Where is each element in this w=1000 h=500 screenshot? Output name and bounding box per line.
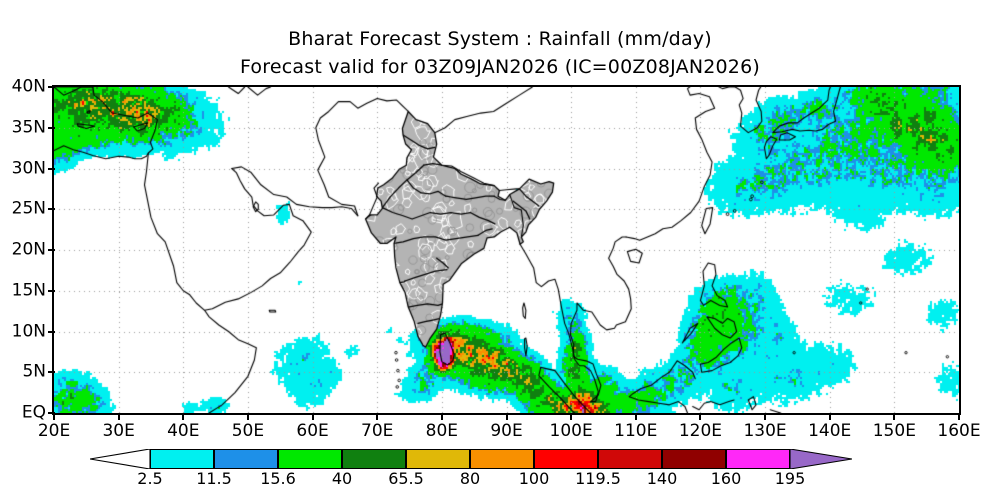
colorbar-under-cap	[89, 448, 151, 470]
colorbar-tick-label: 119.5	[575, 469, 621, 488]
y-axis-tick-label: 5N	[22, 361, 46, 382]
colorbar-segment	[214, 449, 278, 469]
colorbar-segment	[278, 449, 342, 469]
x-axis-tick-label: 20E	[37, 421, 71, 441]
y-axis-tick-label: 15N	[11, 280, 46, 301]
rainfall-raster	[54, 87, 959, 413]
x-axis-tick-label: 130E	[743, 421, 787, 441]
x-axis-tick-label: 70E	[361, 421, 394, 441]
rainfall-map	[52, 85, 961, 415]
colorbar-segment	[150, 449, 214, 469]
rainfall-colorbar: 2.5 11.5 15.6 40 65.5 80 100 119.5 140 160 195	[89, 448, 853, 487]
page-subtitle: Forecast valid for 03Z09JAN2026 (IC=00Z0…	[239, 56, 760, 78]
colorbar-tick-label: 11.5	[196, 469, 232, 488]
x-axis-tick-label: 50E	[231, 421, 265, 441]
colorbar-tick-label: 40	[331, 469, 353, 488]
colorbar-over-cap	[789, 448, 853, 470]
y-axis-tick-label: 35N	[11, 117, 46, 138]
x-axis-tick-label: 150E	[872, 421, 916, 441]
colorbar-tick-label: 160	[710, 469, 742, 488]
y-axis-tick-label: 30N	[11, 158, 46, 178]
colorbar-segment	[726, 449, 790, 469]
y-axis-tick-label: 10N	[11, 321, 46, 341]
x-axis-tick-label: 120E	[678, 421, 723, 441]
x-axis-tick-label: 40E	[167, 421, 200, 441]
colorbar-tick-label: 80	[459, 469, 481, 488]
colorbar-segment	[534, 449, 598, 469]
colorbar-tick-label: 100	[518, 469, 550, 488]
colorbar-tick-label: 140	[646, 469, 678, 488]
colorbar-segment	[406, 449, 470, 469]
colorbar-tick-label: 2.5	[137, 469, 163, 488]
x-axis-tick-label: 160E	[937, 421, 981, 441]
y-axis-tick-label: 20N	[11, 239, 46, 260]
colorbar-tick-label: 195	[774, 469, 806, 488]
colorbar-segment	[662, 449, 726, 469]
x-axis-tick-label: 30E	[102, 421, 135, 441]
colorbar-segment	[598, 449, 662, 469]
colorbar-tick-label: 65.5	[388, 469, 424, 488]
x-axis-tick-label: 100E	[549, 421, 593, 441]
y-axis-tick-label: 25N	[11, 198, 46, 219]
x-axis-tick-label: 140E	[808, 421, 852, 441]
x-axis-tick-label: 80E	[425, 421, 459, 441]
colorbar-segment	[470, 449, 534, 469]
colorbar-tick-label: 15.6	[260, 469, 296, 488]
x-axis-tick-label: 110E	[614, 421, 658, 441]
y-axis-tick-label: EQ	[21, 402, 46, 423]
y-axis-tick-label: 40N	[11, 76, 46, 97]
page-title: Bharat Forecast System : Rainfall (mm/da…	[288, 28, 712, 50]
colorbar-segment	[342, 449, 406, 469]
x-axis-tick-label: 90E	[490, 421, 523, 441]
x-axis-tick-label: 60E	[296, 421, 329, 441]
